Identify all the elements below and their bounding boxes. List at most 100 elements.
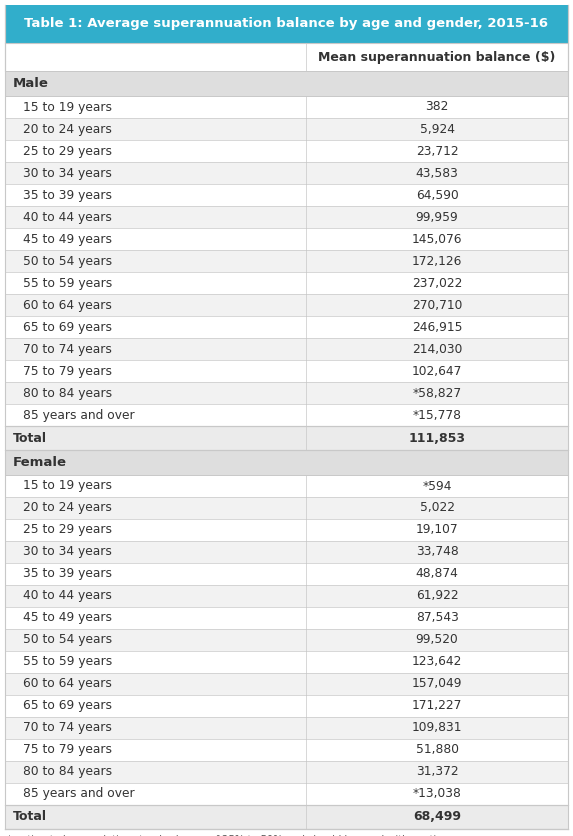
- Bar: [5, 360, 568, 382]
- Text: 5,924: 5,924: [419, 123, 454, 135]
- Text: 48,874: 48,874: [415, 568, 458, 580]
- Text: 15 to 19 years: 15 to 19 years: [23, 480, 112, 492]
- Bar: [5, 382, 568, 404]
- Text: *13,038: *13,038: [413, 788, 461, 801]
- Text: 19,107: 19,107: [416, 523, 458, 537]
- Bar: [5, 294, 568, 316]
- Text: 45 to 49 years: 45 to 49 years: [23, 611, 112, 624]
- Bar: [5, 250, 568, 272]
- Text: 20 to 24 years: 20 to 24 years: [23, 123, 112, 135]
- Text: 15 to 19 years: 15 to 19 years: [23, 100, 112, 114]
- Text: 145,076: 145,076: [412, 232, 462, 246]
- Bar: [5, 43, 568, 71]
- Text: 68,499: 68,499: [413, 810, 461, 823]
- Text: 31,372: 31,372: [416, 766, 458, 778]
- Text: 35 to 39 years: 35 to 39 years: [23, 188, 112, 201]
- Bar: [5, 118, 568, 140]
- Text: 85 years and over: 85 years and over: [23, 788, 135, 801]
- Text: 50 to 54 years: 50 to 54 years: [23, 254, 112, 268]
- Text: 65 to 69 years: 65 to 69 years: [23, 700, 112, 712]
- Bar: [5, 497, 568, 519]
- Text: 33,748: 33,748: [416, 546, 458, 558]
- Text: * estimate has a relative standard error of 25% to 50% and should be used with c: * estimate has a relative standard error…: [7, 835, 448, 836]
- Text: 40 to 44 years: 40 to 44 years: [23, 589, 112, 603]
- Bar: [5, 184, 568, 206]
- Text: Total: Total: [13, 431, 47, 445]
- Bar: [5, 607, 568, 629]
- Text: 157,049: 157,049: [412, 677, 462, 691]
- Text: 55 to 59 years: 55 to 59 years: [23, 655, 112, 669]
- Text: 123,642: 123,642: [412, 655, 462, 669]
- Text: Table 1: Average superannuation balance by age and gender, 2015-16: Table 1: Average superannuation balance …: [25, 18, 548, 30]
- Text: 237,022: 237,022: [412, 277, 462, 289]
- Text: 214,030: 214,030: [412, 343, 462, 355]
- Bar: [5, 717, 568, 739]
- Text: 30 to 34 years: 30 to 34 years: [23, 546, 112, 558]
- Text: 111,853: 111,853: [409, 431, 466, 445]
- Text: 75 to 79 years: 75 to 79 years: [23, 743, 112, 757]
- Text: 50 to 54 years: 50 to 54 years: [23, 634, 112, 646]
- Bar: [5, 140, 568, 162]
- Bar: [5, 629, 568, 651]
- Text: 30 to 34 years: 30 to 34 years: [23, 166, 112, 180]
- Bar: [5, 228, 568, 250]
- Bar: [5, 783, 568, 805]
- Text: *594: *594: [422, 480, 452, 492]
- Text: 109,831: 109,831: [412, 721, 462, 735]
- Text: 51,880: 51,880: [415, 743, 458, 757]
- Text: 171,227: 171,227: [412, 700, 462, 712]
- Bar: [5, 272, 568, 294]
- Bar: [5, 651, 568, 673]
- Text: 64,590: 64,590: [416, 188, 458, 201]
- Bar: [5, 5, 568, 43]
- Text: 5,022: 5,022: [419, 502, 454, 514]
- Text: 23,712: 23,712: [416, 145, 458, 157]
- Text: 70 to 74 years: 70 to 74 years: [23, 721, 112, 735]
- Text: 65 to 69 years: 65 to 69 years: [23, 320, 112, 334]
- Text: 43,583: 43,583: [415, 166, 458, 180]
- Bar: [5, 450, 568, 475]
- Bar: [5, 739, 568, 761]
- Text: 382: 382: [425, 100, 449, 114]
- Text: 85 years and over: 85 years and over: [23, 409, 135, 421]
- Text: 25 to 29 years: 25 to 29 years: [23, 145, 112, 157]
- Text: 45 to 49 years: 45 to 49 years: [23, 232, 112, 246]
- Bar: [5, 71, 568, 96]
- Text: 60 to 64 years: 60 to 64 years: [23, 298, 112, 312]
- Text: 102,647: 102,647: [412, 364, 462, 378]
- Text: 61,922: 61,922: [416, 589, 458, 603]
- Text: 87,543: 87,543: [415, 611, 458, 624]
- Bar: [5, 162, 568, 184]
- Bar: [5, 519, 568, 541]
- Bar: [5, 404, 568, 426]
- Text: 172,126: 172,126: [412, 254, 462, 268]
- Bar: [5, 541, 568, 563]
- Bar: [5, 316, 568, 338]
- Bar: [5, 585, 568, 607]
- Text: Female: Female: [13, 456, 67, 469]
- Bar: [5, 805, 568, 829]
- Bar: [5, 673, 568, 695]
- Bar: [5, 338, 568, 360]
- Bar: [5, 563, 568, 585]
- Bar: [5, 695, 568, 717]
- Text: 80 to 84 years: 80 to 84 years: [23, 766, 112, 778]
- Text: 25 to 29 years: 25 to 29 years: [23, 523, 112, 537]
- Text: 80 to 84 years: 80 to 84 years: [23, 386, 112, 400]
- Text: Total: Total: [13, 810, 47, 823]
- Text: 60 to 64 years: 60 to 64 years: [23, 677, 112, 691]
- Text: Male: Male: [13, 77, 49, 90]
- Bar: [5, 475, 568, 497]
- Text: 40 to 44 years: 40 to 44 years: [23, 211, 112, 223]
- Bar: [5, 206, 568, 228]
- Text: 55 to 59 years: 55 to 59 years: [23, 277, 112, 289]
- Text: 99,520: 99,520: [416, 634, 458, 646]
- Text: 20 to 24 years: 20 to 24 years: [23, 502, 112, 514]
- Text: Mean superannuation balance ($): Mean superannuation balance ($): [319, 50, 556, 64]
- Text: 246,915: 246,915: [412, 320, 462, 334]
- Text: *15,778: *15,778: [413, 409, 462, 421]
- Text: 35 to 39 years: 35 to 39 years: [23, 568, 112, 580]
- Bar: [5, 96, 568, 118]
- Text: *58,827: *58,827: [413, 386, 462, 400]
- Text: 99,959: 99,959: [416, 211, 458, 223]
